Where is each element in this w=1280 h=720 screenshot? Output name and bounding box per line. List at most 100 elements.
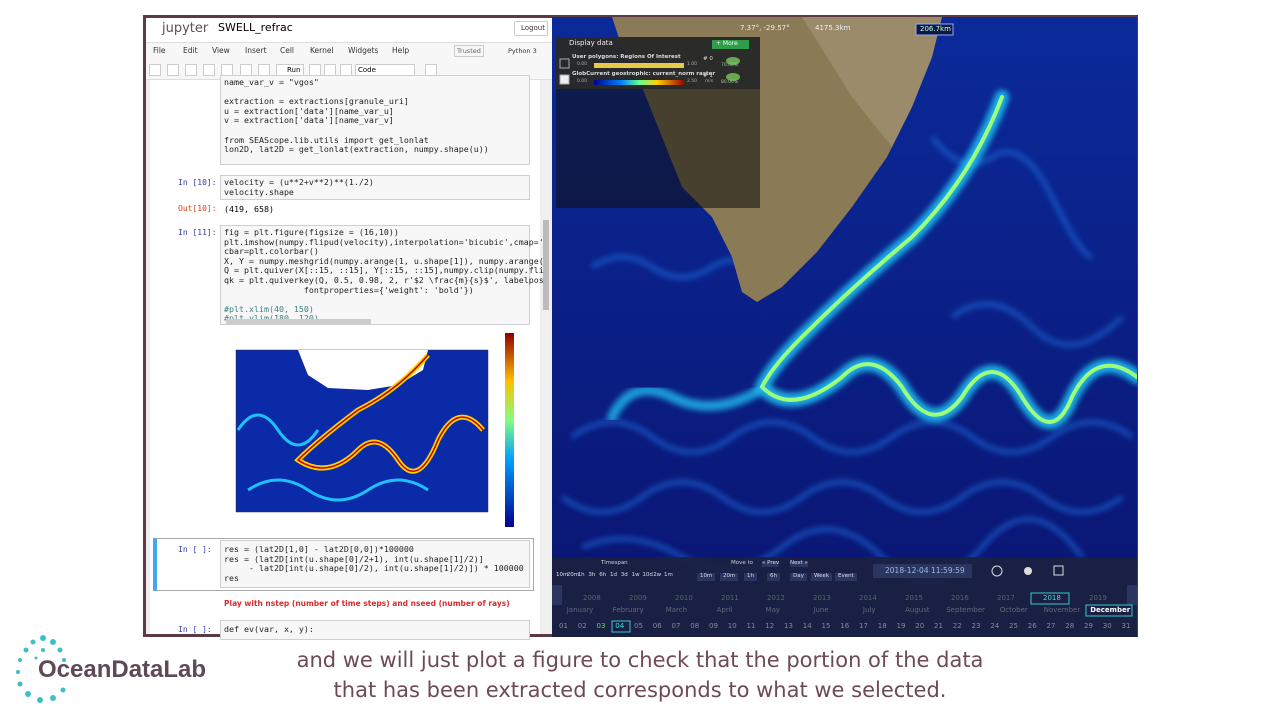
- timeline-right[interactable]: [1127, 585, 1137, 605]
- timeline-left[interactable]: [552, 585, 562, 605]
- day[interactable]: 10: [727, 622, 737, 630]
- notebook-name: SWELL_refrac: [218, 21, 293, 34]
- span-button[interactable]: 20m: [566, 572, 580, 578]
- menu-item[interactable]: File: [153, 46, 166, 55]
- span-button[interactable]: 1m: [664, 572, 673, 578]
- day[interactable]: 21: [934, 622, 943, 630]
- day[interactable]: 26: [1027, 622, 1037, 630]
- span-button[interactable]: 10m: [556, 572, 569, 578]
- day[interactable]: 29: [1084, 622, 1093, 630]
- day[interactable]: 27: [1046, 622, 1056, 630]
- more-button[interactable]: [712, 40, 749, 49]
- month[interactable]: September: [946, 606, 985, 614]
- day[interactable]: 08: [690, 622, 700, 630]
- step-button[interactable]: 10m: [697, 573, 716, 581]
- icon-clock[interactable]: [991, 565, 1003, 577]
- caption-line: and we will just plot a figure to check …: [296, 648, 984, 672]
- step-button[interactable]: 20m: [720, 573, 739, 581]
- day[interactable]: 25: [1009, 622, 1018, 630]
- menu-item[interactable]: Help: [392, 46, 410, 55]
- month[interactable]: April: [716, 606, 733, 614]
- year[interactable]: 2010: [675, 594, 693, 602]
- step-button[interactable]: Week: [811, 573, 833, 581]
- month[interactable]: March: [665, 606, 688, 614]
- year[interactable]: 2017: [997, 594, 1015, 602]
- step-button[interactable]: 6h: [767, 573, 780, 581]
- menu-item[interactable]: Cell: [280, 46, 295, 55]
- day[interactable]: 23: [971, 622, 981, 630]
- layer-1-checkbox[interactable]: [559, 74, 570, 85]
- code-line: from SEAScope.lib.utils import get_lonla…: [224, 134, 429, 145]
- span-button[interactable]: 1w: [631, 572, 640, 578]
- day[interactable]: 31: [1121, 622, 1131, 630]
- span-button[interactable]: 2w: [653, 572, 662, 578]
- day[interactable]: 22: [952, 622, 962, 630]
- prev[interactable]: « Prev: [762, 560, 780, 567]
- in-prompt: In [11]:: [178, 228, 217, 237]
- span-button[interactable]: 3d: [620, 572, 628, 578]
- day[interactable]: 01: [559, 622, 568, 630]
- day[interactable]: 13: [784, 622, 793, 630]
- next[interactable]: Next »: [790, 560, 808, 567]
- year[interactable]: 2011: [721, 594, 739, 602]
- layer-0-checkbox[interactable]: [559, 58, 570, 69]
- year[interactable]: 2009: [629, 594, 647, 602]
- month[interactable]: December: [1090, 606, 1131, 614]
- day[interactable]: 05: [634, 622, 643, 630]
- year[interactable]: 2012: [767, 594, 785, 602]
- day[interactable]: 19: [896, 622, 906, 630]
- year[interactable]: 2019: [1089, 594, 1107, 602]
- day[interactable]: 06: [652, 622, 662, 630]
- icon-calendar[interactable]: [1053, 565, 1064, 576]
- day[interactable]: 03: [596, 622, 606, 630]
- menu-item[interactable]: Edit: [183, 46, 198, 55]
- month[interactable]: January: [566, 606, 594, 614]
- year[interactable]: 2018: [1043, 594, 1061, 602]
- day[interactable]: 09: [709, 622, 718, 630]
- year[interactable]: 2016: [951, 594, 969, 602]
- day[interactable]: 15: [821, 622, 831, 630]
- span-button[interactable]: 3h: [588, 572, 596, 578]
- menu-item[interactable]: Insert: [245, 46, 267, 55]
- day[interactable]: 17: [859, 622, 868, 630]
- menu-item[interactable]: Kernel: [310, 46, 334, 55]
- year[interactable]: 2015: [905, 594, 923, 602]
- day[interactable]: 02: [577, 622, 587, 630]
- step-button[interactable]: Day: [790, 573, 807, 581]
- month[interactable]: May: [765, 606, 781, 614]
- day[interactable]: 07: [671, 622, 681, 630]
- month[interactable]: November: [1043, 606, 1081, 614]
- span-button[interactable]: 10d: [642, 572, 653, 578]
- span-button[interactable]: 6h: [599, 572, 607, 578]
- year[interactable]: 2008: [583, 594, 601, 602]
- month[interactable]: February: [612, 606, 644, 614]
- layer-1-icon: [726, 73, 740, 81]
- step-button[interactable]: 1h: [744, 573, 757, 581]
- layer-opacity: 70.00%: [721, 63, 739, 68]
- map-view[interactable]: [552, 17, 1137, 637]
- menu-item[interactable]: Widgets: [348, 46, 379, 55]
- day[interactable]: 04: [615, 622, 625, 630]
- icon-sun[interactable]: [1024, 567, 1032, 575]
- year[interactable]: 2013: [813, 594, 831, 602]
- logo-icon: [16, 635, 66, 703]
- day[interactable]: 30: [1102, 622, 1112, 630]
- day[interactable]: 12: [765, 622, 775, 630]
- day[interactable]: 16: [840, 622, 850, 630]
- year[interactable]: 2014: [859, 594, 877, 602]
- span-button[interactable]: 1d: [610, 572, 617, 578]
- month[interactable]: July: [862, 606, 876, 614]
- date-box[interactable]: [873, 564, 972, 578]
- month[interactable]: October: [999, 606, 1028, 614]
- day[interactable]: 14: [802, 622, 812, 630]
- menu-item[interactable]: View: [212, 46, 230, 55]
- day[interactable]: 18: [877, 622, 887, 630]
- day[interactable]: 11: [746, 622, 756, 630]
- day[interactable]: 28: [1065, 622, 1075, 630]
- month[interactable]: August: [905, 606, 930, 614]
- month[interactable]: June: [813, 606, 829, 614]
- step-button[interactable]: Event: [835, 573, 857, 581]
- day[interactable]: 20: [915, 622, 925, 630]
- day[interactable]: 24: [990, 622, 1000, 630]
- span-button[interactable]: 1h: [577, 572, 585, 578]
